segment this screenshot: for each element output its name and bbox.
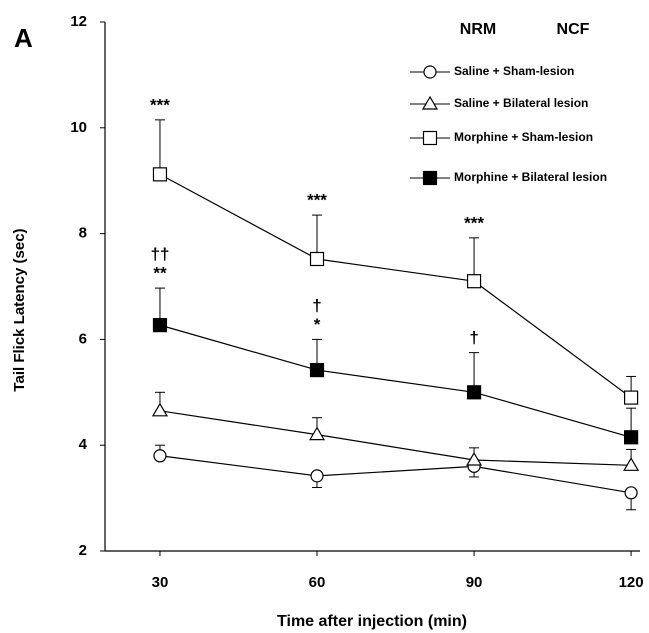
y-tick-label: 2 bbox=[79, 542, 87, 559]
series-line bbox=[159, 455, 632, 494]
marker bbox=[152, 318, 168, 333]
x-tick-label: 30 bbox=[152, 574, 169, 591]
marker bbox=[310, 469, 324, 483]
series-line bbox=[159, 173, 632, 399]
y-tick-label: 8 bbox=[79, 225, 87, 242]
x-tick-label: 60 bbox=[309, 574, 326, 591]
series-line bbox=[159, 410, 632, 466]
series-line bbox=[159, 324, 632, 438]
significance-label: *** bbox=[150, 95, 170, 114]
x-axis-label: Time after injection (min) bbox=[277, 613, 467, 630]
y-tick-label: 12 bbox=[70, 13, 87, 30]
marker bbox=[421, 95, 439, 110]
legend-label: Morphine + Bilateral lesion bbox=[454, 170, 607, 184]
marker bbox=[624, 390, 639, 405]
legend-label: Morphine + Sham-lesion bbox=[454, 130, 593, 144]
significance-label: * bbox=[314, 315, 321, 334]
marker bbox=[422, 130, 438, 146]
marker bbox=[422, 170, 438, 186]
legend-label: Saline + Bilateral lesion bbox=[454, 96, 588, 110]
significance-label: † bbox=[469, 328, 478, 347]
significance-label: ** bbox=[153, 264, 167, 283]
marker bbox=[309, 362, 325, 378]
marker bbox=[151, 402, 169, 417]
legend-header: NRM bbox=[460, 21, 496, 38]
x-tick-label: 90 bbox=[466, 574, 483, 591]
legend-header: NCF bbox=[557, 21, 590, 38]
marker bbox=[466, 451, 483, 466]
y-axis-label: Tail Flick Latency (sec) bbox=[11, 228, 28, 391]
marker bbox=[152, 167, 168, 182]
panel-label: A bbox=[14, 23, 33, 53]
y-tick-label: 4 bbox=[79, 436, 88, 453]
significance-label: † bbox=[312, 296, 321, 315]
legend-label: Saline + Sham-lesion bbox=[454, 64, 574, 78]
marker bbox=[623, 457, 640, 471]
y-tick-label: 6 bbox=[79, 330, 87, 347]
marker bbox=[466, 385, 482, 400]
marker bbox=[624, 486, 638, 500]
marker bbox=[153, 449, 167, 463]
significance-label: †† bbox=[151, 245, 170, 264]
x-tick-label: 120 bbox=[619, 574, 644, 591]
y-tick-label: 10 bbox=[70, 119, 87, 136]
significance-label: *** bbox=[307, 191, 327, 210]
significance-label: *** bbox=[464, 213, 484, 232]
marker bbox=[423, 65, 437, 79]
marker bbox=[624, 430, 639, 445]
marker bbox=[466, 274, 482, 289]
marker bbox=[308, 426, 326, 441]
marker bbox=[309, 251, 325, 267]
